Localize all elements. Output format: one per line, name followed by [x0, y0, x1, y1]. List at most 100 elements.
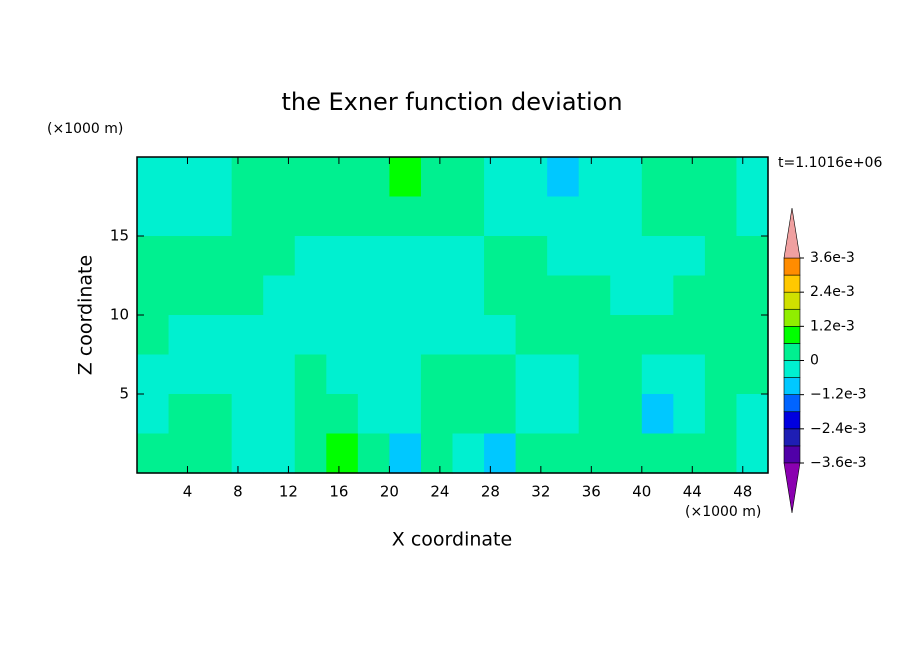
field-cell [137, 315, 170, 356]
field-cell [389, 433, 422, 474]
field-cell [294, 157, 327, 198]
field-cell [610, 236, 643, 277]
field-cell [389, 275, 422, 316]
field-cell [610, 196, 643, 237]
field-cell [610, 275, 643, 316]
colorbar-extension [783, 462, 801, 514]
field-cell [578, 433, 611, 474]
field-cell [294, 354, 327, 395]
field-cell [736, 236, 769, 277]
field-cell [263, 275, 296, 316]
field-cell [547, 315, 580, 356]
colorbar-tick-label: −2.4e-3 [810, 421, 867, 437]
field-cell [168, 394, 201, 435]
chart-title: the Exner function deviation [281, 88, 622, 116]
field-cell [137, 433, 170, 474]
field-cell [610, 433, 643, 474]
field-cell [137, 236, 170, 277]
colorbar-box [783, 291, 801, 310]
field-cell [137, 157, 170, 198]
field-cell [263, 354, 296, 395]
colorbar-box [783, 394, 801, 413]
field-cell [578, 315, 611, 356]
field-cell [484, 394, 517, 435]
field-cell [578, 196, 611, 237]
field-cell [547, 157, 580, 198]
x-tick-label: 40 [632, 483, 651, 501]
field-cell [263, 394, 296, 435]
field-cell [294, 315, 327, 356]
x-tick-label: 48 [733, 483, 752, 501]
field-cell [547, 433, 580, 474]
field-cell [736, 433, 769, 474]
field-cell [137, 196, 170, 237]
field-cell [452, 394, 485, 435]
field-cell [357, 236, 390, 277]
field-cell [673, 275, 706, 316]
field-cell [515, 157, 548, 198]
colorbar-box [783, 257, 801, 276]
field-cell [578, 157, 611, 198]
field-cell [610, 315, 643, 356]
colorbar-box [783, 308, 801, 327]
field-cell [168, 433, 201, 474]
field-cell [389, 236, 422, 277]
field-cell [420, 157, 454, 198]
x-tick-label: 12 [279, 483, 298, 501]
field-cell [168, 157, 201, 198]
field-cell [484, 354, 517, 395]
field-cell [484, 236, 517, 277]
field-cell [231, 433, 264, 474]
field-cell [231, 236, 264, 277]
colorbar-box [783, 377, 801, 395]
field-cell [578, 275, 611, 316]
field-cell [326, 236, 359, 277]
x-tick-label: 32 [531, 483, 550, 501]
field-cell [137, 354, 170, 395]
field-cell [673, 433, 706, 474]
y-axis-label: Z coordinate [75, 255, 97, 375]
colorbar-box [783, 445, 801, 464]
field-cell [326, 394, 359, 435]
field-cell [326, 354, 359, 395]
colorbar-tick-label: 3.6e-3 [810, 250, 855, 266]
field-cell [673, 157, 706, 198]
colorbar-tick-label: −3.6e-3 [810, 455, 867, 471]
field-cell [168, 236, 201, 277]
colorbar-extension [783, 207, 801, 259]
field-cell [610, 157, 643, 198]
field-cell [263, 236, 296, 277]
field-cell [515, 196, 548, 237]
field-cell [294, 236, 327, 277]
colorbar-box [783, 274, 801, 293]
field-cell [641, 354, 674, 395]
field-cell [231, 157, 264, 198]
field-cell [200, 315, 233, 356]
field-cell [263, 315, 296, 356]
field-cell [610, 354, 643, 395]
field-cell [673, 394, 706, 435]
field-cell [420, 394, 454, 435]
field-cell [231, 394, 264, 435]
field-cell [484, 196, 517, 237]
field-cell [641, 236, 674, 277]
field-cell [704, 315, 738, 356]
field-cell [673, 236, 706, 277]
field-cell [200, 394, 233, 435]
field-cell [420, 433, 454, 474]
field-cell [610, 394, 643, 435]
field-cell [452, 433, 485, 474]
field-cell [704, 394, 738, 435]
field-cell [420, 236, 454, 277]
colorbar-box [783, 411, 801, 430]
field-cell [326, 275, 359, 316]
x-tick-label: 36 [582, 483, 601, 501]
field-cell [357, 394, 390, 435]
field-cell [357, 275, 390, 316]
field-cell [452, 275, 485, 316]
field-cell [578, 354, 611, 395]
field-cell [547, 394, 580, 435]
field-cell [231, 196, 264, 237]
field-cell [484, 157, 517, 198]
